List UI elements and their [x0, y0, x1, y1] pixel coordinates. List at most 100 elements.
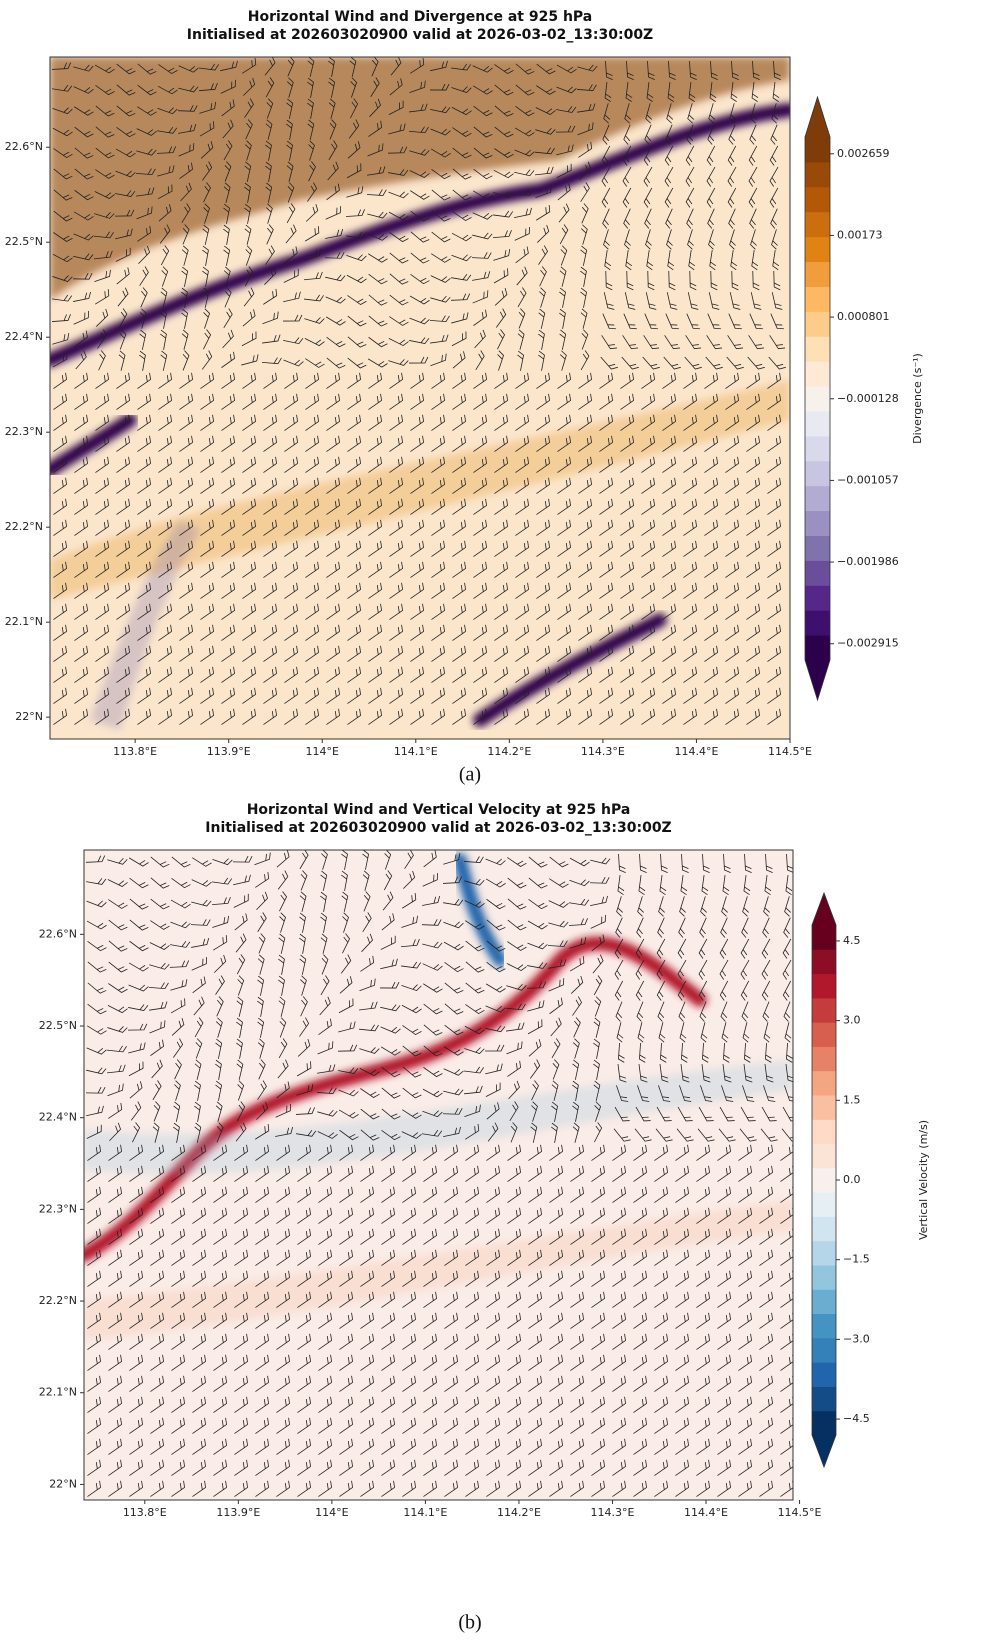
wind-barb [237, 1080, 245, 1101]
wind-barb [409, 103, 428, 113]
wind-barb [620, 666, 634, 683]
wind-barb [704, 372, 718, 389]
map-field [50, 57, 790, 739]
wind-barb [444, 1375, 458, 1392]
wind-barb [634, 1128, 652, 1142]
wind-barb [507, 877, 527, 889]
wind-barb [108, 1102, 123, 1119]
wind-barb [683, 540, 697, 557]
wind-barb [624, 103, 632, 124]
wind-barb [557, 519, 571, 536]
wind-barb [179, 603, 193, 620]
wind-barb [116, 519, 130, 536]
wind-barb [465, 1291, 479, 1308]
wind-barb [581, 329, 589, 350]
wind-barb [266, 224, 274, 245]
wind-barb [236, 954, 246, 975]
wind-barb [199, 101, 217, 114]
wind-barb [782, 1106, 793, 1122]
x-tick-label: 114.5°E [768, 745, 812, 758]
wind-barb [494, 288, 508, 306]
x-tick-label: 113.9°E [207, 745, 251, 758]
wind-barb [73, 291, 91, 302]
wind-barb [276, 1333, 290, 1350]
wind-barb [531, 1101, 538, 1122]
wind-barb [639, 853, 647, 873]
wind-barb [738, 1417, 752, 1434]
wind-barb [149, 962, 170, 970]
wind-barb [381, 1066, 401, 1078]
wind-barb [202, 287, 210, 308]
wind-barb [157, 126, 178, 134]
colorbar-band [805, 137, 830, 163]
wind-barb [572, 996, 583, 1016]
wind-barb [324, 252, 345, 259]
wind-barb [599, 435, 613, 452]
wind-barb [137, 84, 157, 96]
wind-barb [431, 253, 451, 263]
wind-barb [549, 1480, 563, 1497]
wind-barb [572, 1122, 580, 1143]
wind-barb [722, 875, 730, 896]
wind-barb [94, 212, 115, 219]
wind-barb [507, 1396, 521, 1413]
wind-barb [655, 1128, 673, 1142]
wind-barb [200, 687, 214, 704]
wind-barb [339, 976, 353, 994]
wind-barb [599, 393, 613, 410]
wind-barb [410, 645, 424, 662]
wind-barb [388, 359, 409, 366]
wind-barb [570, 1375, 584, 1392]
wind-barb [515, 582, 529, 599]
wind-barb [305, 203, 319, 222]
wind-barb [654, 1249, 668, 1266]
wind-barb [706, 335, 723, 350]
wind-barb [536, 205, 551, 221]
wind-barb [473, 624, 487, 641]
wind-barb [326, 540, 340, 557]
wind-barb [108, 1312, 122, 1329]
wind-barb [423, 1144, 437, 1161]
wind-barb [593, 1017, 601, 1038]
wind-barb [171, 1354, 185, 1371]
wind-barb [528, 1228, 542, 1245]
wind-barb [158, 708, 172, 725]
wind-barb [528, 856, 548, 868]
wind-barb [637, 1085, 650, 1102]
wind-barb [485, 878, 506, 888]
wind-barb [515, 456, 529, 473]
wind-barb [325, 296, 346, 304]
wind-barb [296, 1084, 314, 1096]
wind-barb [263, 477, 277, 494]
wind-barb [194, 1059, 202, 1080]
wind-barb [549, 878, 569, 888]
wind-barb [784, 1085, 793, 1102]
wind-barb [339, 1291, 353, 1308]
wind-barb [408, 126, 429, 134]
wind-barb [400, 938, 420, 948]
wind-barb [389, 624, 403, 641]
wind-barb [444, 1354, 458, 1371]
wind-barb [339, 1129, 359, 1141]
wind-barb [242, 477, 256, 494]
wind-barb [326, 477, 340, 494]
wind-barb [515, 393, 529, 410]
wind-barb [368, 519, 382, 536]
wind-barb [486, 1312, 500, 1329]
y-tick-label: 22.1°N [5, 615, 43, 628]
wind-barb [782, 959, 792, 980]
wind-barb [515, 84, 535, 96]
wind-barb [699, 1001, 707, 1022]
wind-barb [255, 1375, 269, 1392]
wind-barb [551, 1101, 558, 1122]
wind-barb [709, 250, 717, 271]
wind-barb [368, 253, 388, 263]
wind-barb [199, 63, 220, 71]
wind-barb [654, 1480, 668, 1497]
wind-barb [559, 287, 566, 308]
wind-barb [612, 1312, 626, 1329]
wind-barb [599, 561, 613, 578]
wind-barb [635, 959, 645, 980]
wind-barb [346, 186, 364, 198]
